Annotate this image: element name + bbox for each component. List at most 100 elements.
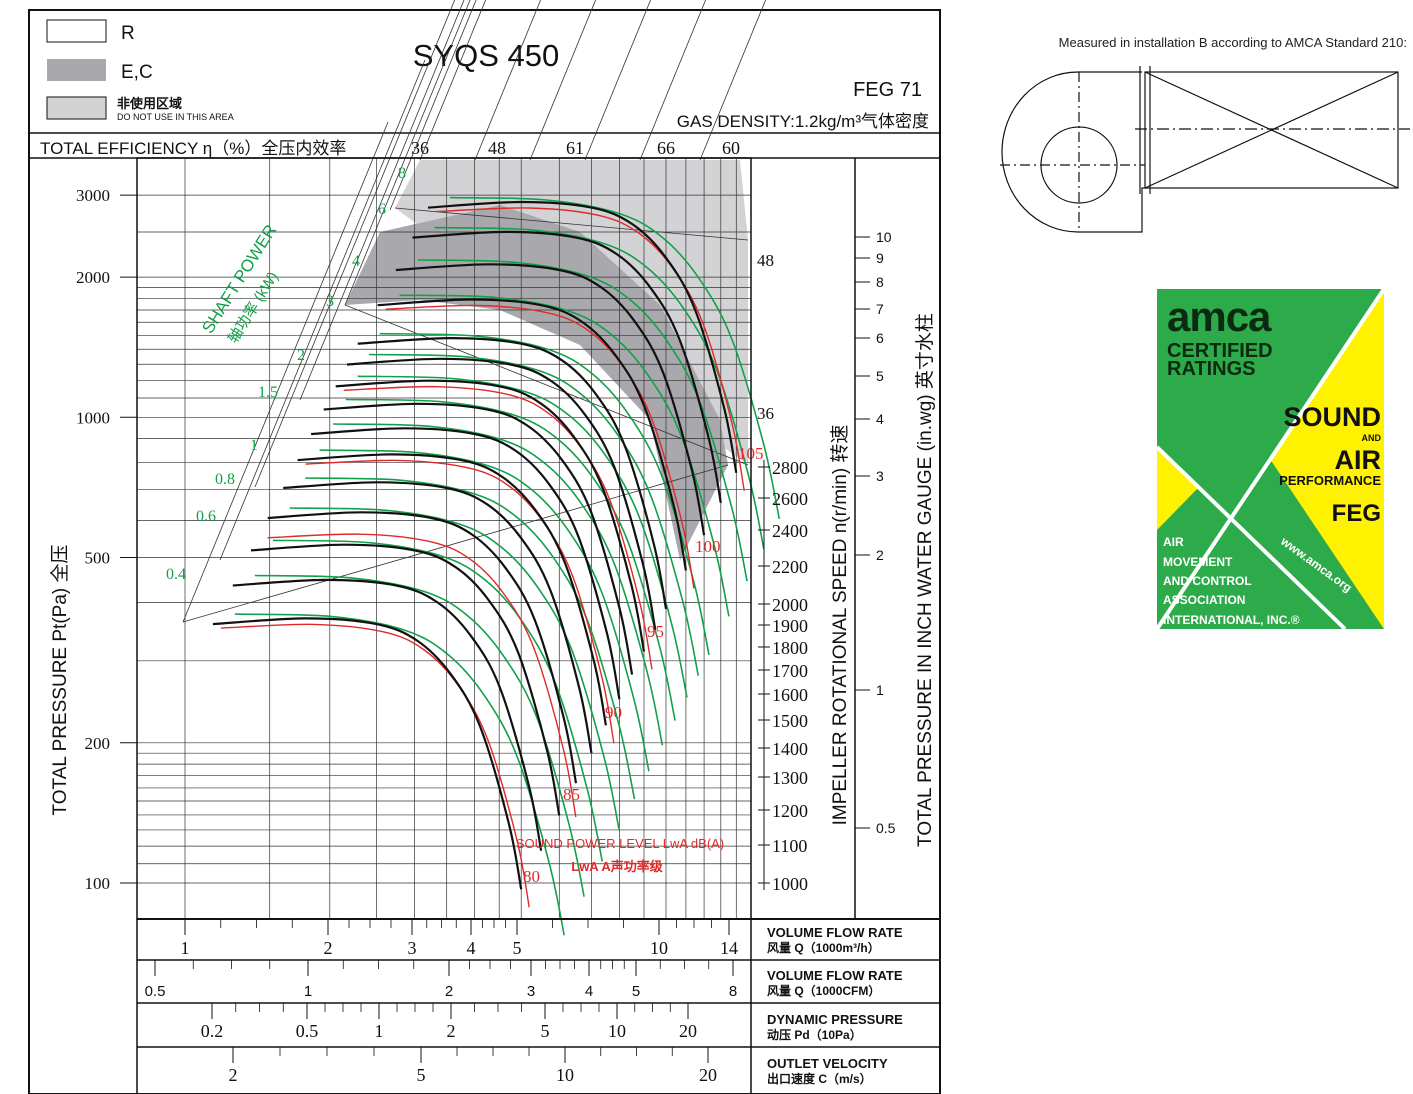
model-code: FEG 71 [853, 79, 922, 101]
shaft-power-curve [289, 507, 620, 830]
y-tick-label: 500 [85, 548, 111, 567]
shaft-power-value: 1.5 [258, 384, 278, 401]
y-tick-label: 2000 [76, 268, 110, 287]
x-axis-titles: VOLUME FLOW RATE 风量 Q（1000m³/h） VOLUME F… [767, 925, 903, 1086]
side-efficiency-label: 36 [757, 404, 774, 423]
x-tick-label: 1 [375, 1021, 384, 1041]
fan-curve-2400 [395, 263, 706, 536]
shaft-power-curve [434, 226, 765, 549]
y-tick-label: 3000 [76, 186, 110, 205]
speed-tick-label: 2400 [772, 521, 808, 541]
sound-value: 100 [695, 537, 721, 556]
speed-tick-label: 2000 [772, 595, 808, 615]
badge-yellow-right [1270, 289, 1384, 629]
speed-tick-label: 1500 [772, 711, 808, 731]
badge-performance: PERFORMANCE [1279, 473, 1381, 488]
sound-power-curves [220, 207, 745, 908]
y-axis-label: TOTAL PRESSURE Pt(Pa) 全压 [49, 545, 71, 816]
shaft-power-curves [234, 196, 781, 936]
badge-assoc-5: INTERNATIONAL, INC.® [1163, 613, 1300, 627]
badge-assoc-1: AIR [1163, 535, 1184, 549]
amca-badge: amca CERTIFIED RATINGS SOUND AND AIR PER… [1155, 287, 1386, 631]
efficiency-value: 60 [722, 138, 740, 158]
speed-axis-label: IMPELLER ROTATIONAL SPEED n(r/min) 转速 [829, 425, 851, 826]
inwg-tick-label: 5 [876, 368, 884, 384]
side-efficiency-label: 48 [757, 251, 774, 270]
efficiency-diagonal [254, 0, 456, 488]
y-axis-ticks: 100 200 500 1000 2000 3000 [76, 186, 137, 893]
x-axis-2-label-cn: 风量 Q（1000CFM） [767, 983, 880, 998]
inwg-tick-label: 2 [876, 547, 884, 563]
inwg-tick-label: 10 [876, 229, 892, 245]
fan-curve-2800 [427, 200, 738, 474]
speed-tick-label: 2200 [772, 557, 808, 577]
legend-swatch-r [46, 19, 107, 43]
shaft-power-curve [345, 398, 676, 721]
ec-region [345, 205, 728, 560]
installation-drawing [1000, 66, 1410, 233]
x-axis-3-label-cn: 动压 Pd（10Pa） [767, 1027, 862, 1042]
shaft-power-value: 8 [398, 165, 406, 182]
x-tick-label: 3 [527, 983, 535, 1000]
shaft-power-curve [333, 423, 664, 746]
efficiency-diagonals [182, 0, 767, 623]
sound-power-curve [267, 533, 577, 818]
fan-curve-1100 [232, 578, 543, 851]
inwg-tick-label: 0.5 [876, 820, 896, 836]
shaft-power-curve [272, 539, 604, 862]
badge-air: AIR [1335, 445, 1382, 475]
speed-tick-label: 2800 [772, 458, 808, 478]
sound-power-curve [343, 385, 653, 670]
x-tick-label: 2 [324, 938, 333, 958]
x-tick-label: 1 [304, 983, 312, 1000]
shaft-power-curve [449, 196, 781, 519]
efficiency-diagonal [639, 0, 707, 161]
efficiency-diagonal [389, 0, 477, 211]
fan-curve-1500 [297, 453, 607, 726]
x-tick-label: 5 [632, 983, 640, 1000]
shaft-power-value: 4 [352, 253, 360, 270]
chart-title: SYQS 450 [413, 38, 559, 73]
efficiency-diagonal [699, 0, 767, 161]
badge-diagonal-2 [1155, 445, 1347, 631]
x-axis-1-label-cn: 风量 Q（1000m³/h） [767, 940, 880, 955]
x-tick-label: 5 [513, 938, 522, 958]
efficiency-value: 48 [488, 138, 506, 158]
shaft-power-value: 6 [378, 201, 386, 218]
efficiency-diagonal [219, 59, 426, 561]
speed-tick-label: 1400 [772, 739, 808, 759]
sound-power-curve [305, 459, 615, 744]
x-axis-2-label: VOLUME FLOW RATE [767, 968, 903, 983]
efficiency-diagonal [344, 0, 471, 306]
badge-certified: CERTIFIED [1167, 340, 1273, 362]
badge-yellow-left [1157, 447, 1198, 530]
x-tick-label: 2 [447, 1021, 456, 1041]
inwg-tick-label: 1 [876, 682, 884, 698]
fan-curve-1200 [250, 543, 561, 816]
speed-tick-label: 1200 [772, 801, 808, 821]
inwg-axis-label: TOTAL PRESSURE IN INCH WATER GAUGE (in.w… [914, 313, 936, 847]
badge-assoc-2: MOVEMENT [1163, 555, 1233, 569]
fan-curve-2200 [377, 298, 687, 571]
inwg-tick-label: 8 [876, 274, 884, 290]
x-axis-4-label: OUTLET VELOCITY [767, 1056, 888, 1071]
efficiency-line [394, 207, 749, 241]
x-tick-label: 4 [585, 983, 593, 1000]
legend-sublabel-no-use: DO NOT USE IN THIS AREA [117, 112, 234, 122]
x-tick-label: 2 [445, 983, 453, 1000]
fan-curve-2600 [412, 230, 722, 503]
legend-label-r: R [121, 23, 135, 44]
x-tick-label: 0.2 [201, 1021, 224, 1041]
badge-assoc-4: ASSOCIATION [1163, 593, 1245, 607]
x-tick-label: 5 [417, 1065, 426, 1085]
shaft-power-value: 1 [250, 437, 258, 454]
x-axis-4-label-cn: 出口速度 C（m/s） [767, 1071, 872, 1086]
badge-sound: SOUND [1283, 402, 1381, 432]
fan-curve-1300 [267, 511, 578, 784]
x-tick-label: 20 [699, 1065, 717, 1085]
efficiency-diagonal [584, 0, 652, 161]
legend-label-ec: E,C [121, 62, 153, 83]
sound-value: 80 [523, 867, 540, 886]
x-tick-label: 1 [181, 938, 190, 958]
